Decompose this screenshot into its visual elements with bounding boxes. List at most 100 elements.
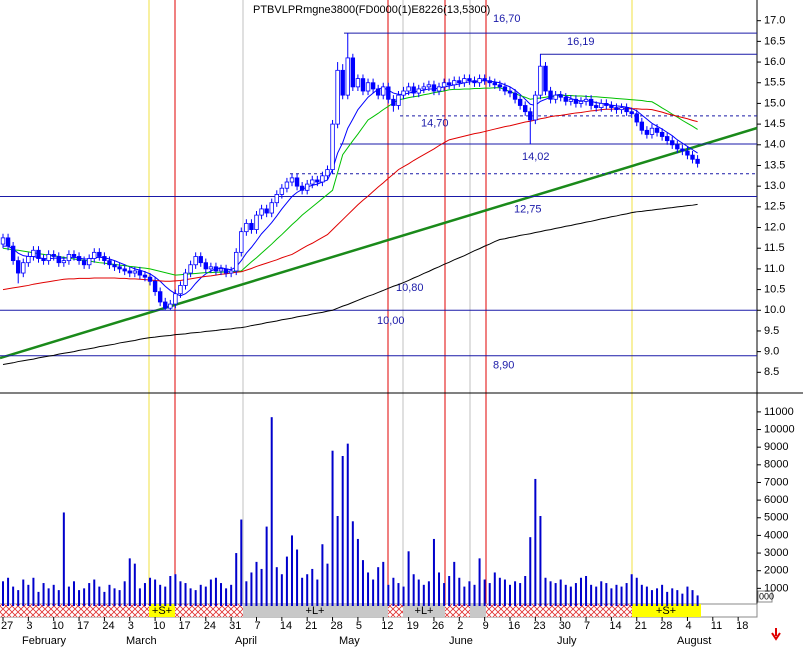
volume-bar [2, 581, 4, 606]
y-tick-label: 11.0 [764, 263, 785, 275]
volume-bar [265, 526, 268, 606]
candle-body [517, 98, 523, 106]
candle-body [178, 285, 183, 295]
y-tick-label: 10.5 [764, 283, 785, 295]
level-label: 8,90 [493, 360, 514, 372]
volume-bar [478, 558, 481, 606]
candle-body [51, 254, 56, 257]
candle-body [690, 154, 695, 160]
volume-bar [600, 581, 603, 606]
scroll-arrow[interactable] [771, 628, 781, 641]
month-label: July [557, 635, 577, 647]
candle-body [117, 266, 122, 270]
volume-bar [590, 584, 593, 606]
volume-bar [204, 586, 207, 606]
candle-body [137, 270, 143, 276]
signal-band: +S+ +L+ +L+ +S+ [0, 603, 758, 618]
candle-body [102, 256, 107, 262]
month-label: April [235, 635, 257, 647]
candle-body [157, 291, 163, 303]
band-segment [470, 604, 486, 617]
candle-body [142, 274, 148, 278]
ma-line [2, 108, 698, 291]
volume-bar [184, 583, 187, 606]
volume-bar [407, 551, 410, 606]
candle-body [614, 107, 619, 111]
candle-body [426, 84, 432, 88]
month-label: May [339, 635, 360, 647]
x-tick-label: 21 [305, 620, 317, 632]
volume-bar [290, 535, 293, 606]
candle-body [649, 127, 655, 135]
candle-body [563, 96, 568, 102]
scale-note: 000 [759, 591, 774, 601]
volume-bar [296, 549, 299, 606]
volume-bar [37, 591, 40, 606]
volume-bar [42, 583, 45, 606]
volume-bar [214, 577, 217, 606]
volume-bar [98, 586, 101, 606]
volume-bar [585, 576, 588, 606]
x-tick-label: 3 [26, 620, 32, 632]
candle-body [279, 187, 285, 195]
volume-bar [83, 588, 86, 606]
y-tick-label: 8.5 [764, 366, 779, 378]
volume-bar [610, 588, 613, 606]
candle-body [457, 80, 462, 84]
trend-line [0, 126, 758, 360]
candle-body [553, 94, 558, 100]
y-tick-label: 15.5 [764, 77, 785, 89]
volume-bar [579, 577, 582, 606]
volume-bar [443, 583, 446, 606]
candle-body [76, 256, 82, 262]
volume-bar [316, 579, 319, 606]
y-tick-label: 11.5 [764, 242, 785, 254]
x-tick-label: 17 [178, 620, 190, 632]
volume-bar [321, 544, 324, 606]
x-tick-label: 12 [381, 620, 393, 632]
y-tick-label: 7000 [764, 476, 788, 488]
y-tick-label: 3000 [764, 547, 788, 559]
volume-bar [62, 512, 65, 606]
volume-bar [554, 583, 557, 606]
candle-body [421, 86, 427, 90]
candle-body [239, 231, 244, 253]
candle-body [548, 90, 553, 100]
volume-bar [514, 581, 517, 606]
candle-body [320, 175, 325, 183]
volume-bar [93, 579, 96, 606]
band-segment [243, 604, 388, 617]
volume-bar [250, 572, 253, 606]
candle-body [5, 237, 11, 247]
candle-body [345, 57, 350, 96]
candle-body [0, 237, 6, 245]
volume-bar [544, 577, 547, 606]
volume-bar [696, 595, 699, 606]
candle-body [274, 194, 279, 204]
level-label: 10,80 [396, 282, 424, 294]
candle-body [259, 208, 264, 216]
band-segment [175, 604, 243, 617]
volume-bar [245, 581, 248, 606]
volume-bar [154, 579, 157, 606]
candle-body [391, 98, 396, 106]
x-tick-label: 24 [204, 620, 216, 632]
candle-body [431, 84, 437, 92]
candle-body [396, 94, 401, 106]
volume-bar [640, 584, 643, 606]
candle-body [599, 103, 604, 108]
volume-bar [661, 584, 664, 606]
candle-body [223, 268, 229, 274]
volume-bar [488, 583, 491, 606]
volume-bar [509, 584, 511, 606]
volume-bar [128, 558, 131, 606]
volume-bar [12, 586, 15, 606]
x-tick-label: 10 [153, 620, 165, 632]
volume-bar [650, 590, 653, 606]
ma-line [2, 87, 698, 276]
volume-bar [174, 574, 177, 606]
volume-bar [681, 593, 684, 606]
candle-body [36, 249, 41, 259]
candle-body [66, 254, 72, 262]
